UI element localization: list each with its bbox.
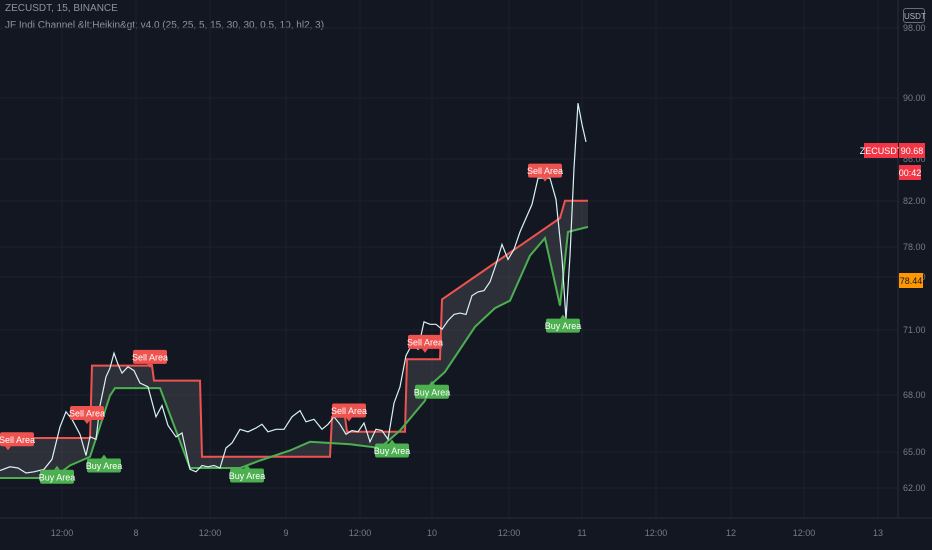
label-pointer	[422, 348, 428, 353]
label-box	[546, 318, 580, 333]
label-pointer	[542, 177, 548, 182]
x-tick-label: 12:00	[793, 528, 816, 538]
y-tick-label: 86.00	[903, 154, 926, 164]
label-box	[864, 143, 898, 158]
symbol-label: ZECUSDT	[860, 143, 903, 158]
x-tick-label: 12:00	[349, 528, 372, 538]
x-tick-label: 12:00	[51, 528, 74, 538]
x-tick-label: 13	[873, 528, 883, 538]
indicator-legend[interactable]: JF Indi Channel &lt;Heikin&gt; v4.0 (25,…	[5, 20, 325, 31]
label-box	[415, 384, 449, 399]
label-text: Sell Area	[132, 352, 168, 362]
label-text: 00:42	[899, 168, 922, 178]
sell-area-label: Sell Area	[331, 403, 367, 422]
buy-area-label: Buy Area	[86, 454, 123, 473]
time-axis[interactable]: 12:00 8 12:00 9 12:00 10 12:00 11 12:00 12 12:00 13	[51, 528, 883, 538]
label-pointer	[54, 465, 60, 470]
y-tick-label: 78.00	[903, 242, 926, 252]
label-box	[70, 406, 104, 421]
x-tick-label: 10	[427, 528, 437, 538]
label-text: ZECUSDT	[860, 146, 903, 156]
signal-annotations: Sell Area Buy Area Sell Area Buy Area Sell A…	[0, 163, 582, 484]
label-text: Sell Area	[69, 409, 105, 419]
label-box	[87, 458, 121, 473]
label-text: Buy Area	[414, 387, 451, 397]
label-text: 90.68	[901, 146, 924, 156]
label-pointer	[84, 420, 90, 425]
label-pointer	[5, 446, 11, 451]
symbol-legend[interactable]: ZECUSDT, 15, BINANCE	[5, 3, 118, 14]
sell-area-label: Sell Area	[69, 406, 105, 425]
label-box	[408, 334, 442, 349]
label-pointer	[101, 454, 107, 459]
label-pointer	[147, 363, 153, 368]
price-line	[0, 103, 587, 474]
sell-area-label: Sell Area	[132, 349, 168, 368]
label-text: Buy Area	[86, 461, 123, 471]
x-tick-label: 9	[283, 528, 288, 538]
label-box	[899, 143, 925, 158]
channel-fill	[0, 200, 588, 478]
sell-area-label: Sell Area	[407, 334, 443, 353]
buy-area-label: Buy Area	[39, 465, 76, 484]
sell-area-label: Sell Area	[527, 163, 563, 182]
currency-unit-badge[interactable]: USDT	[903, 8, 926, 23]
label-box	[332, 403, 366, 418]
buy-channel-line	[0, 225, 589, 479]
label-box	[0, 432, 34, 447]
label-box	[375, 443, 409, 458]
buy-area-label: Buy Area	[374, 439, 411, 458]
y-tick-label: 65.00	[903, 447, 926, 457]
countdown-label: 00:42	[899, 165, 922, 180]
buy-area-label: Buy Area	[545, 314, 582, 333]
last_price-label: 90.68	[899, 143, 925, 158]
x-tick-label: 12:00	[498, 528, 521, 538]
sell-area-label: Sell Area	[0, 432, 35, 451]
label-box	[528, 163, 562, 178]
label-box	[899, 165, 921, 180]
x-tick-label: 11	[577, 528, 586, 538]
label-text: 78.44	[900, 276, 923, 286]
x-tick-label: 12:00	[645, 528, 668, 538]
price-axis[interactable]: 98.0090.0086.0082.0078.0074.0071.0068.00…	[903, 23, 926, 493]
label-text: Sell Area	[407, 337, 443, 347]
x-tick-label: 12	[726, 528, 736, 538]
label-text: Buy Area	[39, 472, 76, 482]
label-text: Sell Area	[331, 406, 367, 416]
label-pointer	[346, 417, 352, 422]
label-pointer	[244, 464, 250, 469]
label-text: Buy Area	[374, 446, 411, 456]
y-tick-label: 98.00	[903, 23, 926, 33]
label-box	[230, 468, 264, 483]
label-text: Buy Area	[545, 321, 582, 331]
label-box	[133, 349, 167, 364]
label-text: Sell Area	[527, 166, 563, 176]
chart-grid	[0, 0, 898, 518]
y-tick-label: 62.00	[903, 483, 926, 493]
label-pointer	[429, 380, 435, 385]
label-pointer	[560, 314, 566, 319]
buy-area-label: Buy Area	[229, 464, 266, 483]
buy-area-label: Buy Area	[414, 380, 451, 399]
y-tick-label: 71.00	[903, 325, 926, 335]
label-box	[40, 469, 74, 484]
level-label: 78.44	[899, 273, 923, 288]
x-tick-label: 12:00	[199, 528, 222, 538]
x-tick-label: 8	[133, 528, 138, 538]
label-text: Sell Area	[0, 435, 35, 445]
label-text: Buy Area	[229, 471, 266, 481]
y-tick-label: 68.00	[903, 390, 926, 400]
y-tick-label: 82.00	[903, 196, 926, 206]
label-box	[899, 273, 923, 288]
label-pointer	[389, 439, 395, 444]
y-tick-label: 90.00	[903, 93, 926, 103]
